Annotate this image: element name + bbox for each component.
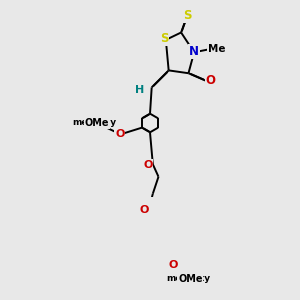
Text: O: O <box>115 129 124 139</box>
Text: N: N <box>189 45 199 58</box>
Text: OMe: OMe <box>85 118 109 128</box>
Text: O: O <box>143 160 152 170</box>
Text: methoxy: methoxy <box>166 274 210 283</box>
Text: methoxy: methoxy <box>72 118 116 127</box>
Text: O: O <box>169 260 178 270</box>
Text: O: O <box>139 206 148 215</box>
Text: H: H <box>135 85 144 95</box>
Text: S: S <box>160 32 168 45</box>
Text: O: O <box>206 74 215 87</box>
Text: OMe: OMe <box>178 274 203 284</box>
Text: S: S <box>183 9 191 22</box>
Text: Me: Me <box>208 44 226 54</box>
